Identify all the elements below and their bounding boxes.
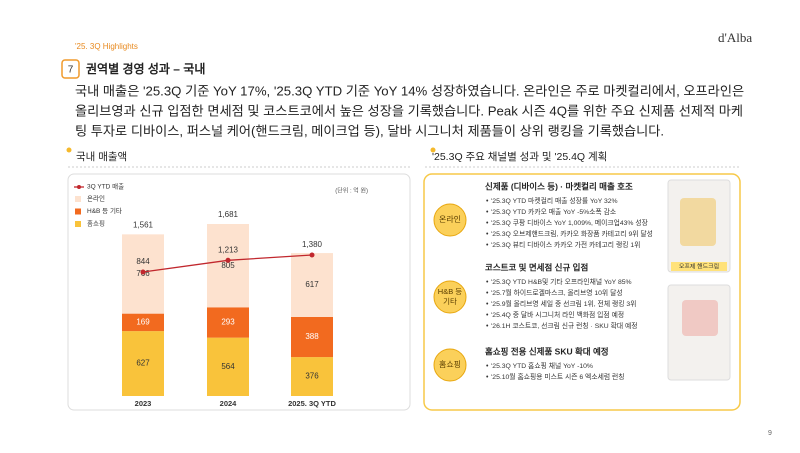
bar-segment (291, 253, 333, 317)
channel-heading: 홈쇼핑 전용 신제품 SKU 확대 예정 (485, 346, 609, 356)
bar-segment (291, 316, 333, 358)
section-label: '25. 3Q Highlights (75, 42, 138, 51)
legend-label: H&B 등 기타 (87, 206, 122, 215)
bar-segment (122, 331, 164, 396)
body-line: 국내 매출은 '25.3Q 기준 YoY 17%, '25.3Q YTD 기준 … (75, 83, 744, 98)
dot (430, 147, 436, 153)
bar-segment (291, 357, 333, 396)
legend-label: 3Q YTD 매출 (87, 182, 124, 191)
total-label: 1,561 (133, 220, 154, 229)
bar-label: 627 (136, 359, 150, 368)
line-label: 1,380 (302, 240, 323, 249)
bar-segment (207, 224, 249, 308)
dot (66, 147, 72, 153)
body-line: 팅 투자로 디바이스, 퍼스널 케어(핸드크림, 메이크업 등), 달바 시그니… (75, 123, 664, 138)
line-point (140, 269, 146, 275)
channel-heading: 코스트코 및 면세점 신규 입점 (485, 262, 588, 272)
bar-label: 293 (221, 318, 235, 327)
x-tick-label: 2023 (135, 399, 152, 408)
bullet-dot: • (486, 323, 489, 330)
bullet-dot: • (486, 279, 489, 286)
bullet: '25.9월 올리브영 세일 중 선크림 1위, 전체 랭킹 3위 (491, 299, 636, 308)
legend-marker (77, 185, 81, 189)
product-image (680, 198, 716, 246)
bullet: '25.3Q YTD 홈쇼핑 채널 YoY -10% (491, 361, 593, 370)
badge (433, 280, 467, 314)
x-tick-label: 2024 (220, 399, 238, 408)
legend-label: 홈쇼핑 (87, 219, 105, 228)
bullet: '25.7월 하이드로겔마스크, 올리브영 10위 달성 (491, 288, 623, 297)
image-caption: 오프제 핸드크림 (679, 263, 719, 271)
badge (433, 203, 467, 237)
number: 7 (68, 65, 74, 76)
bar-segment (122, 313, 164, 332)
bullet-dot: • (486, 312, 489, 319)
bar-segment (207, 337, 249, 396)
bullet-dot: • (486, 209, 489, 216)
bullet-dot: • (486, 198, 489, 205)
caption-bg (671, 262, 727, 271)
bullet-dot: • (486, 374, 489, 381)
x-tick-label: 2025. 3Q YTD (288, 399, 336, 408)
unit-label: (단위 : 억 원) (335, 187, 368, 195)
body-line: 올리브영과 신규 입점한 면세점 및 코스트코에서 높은 성장을 기록했습니다.… (75, 103, 743, 118)
bullet: '25.10월 홈쇼핑용 미스트 시즌 6 엑소세럼 런칭 (491, 372, 624, 381)
bar-label: 376 (305, 372, 319, 381)
legend-swatch (75, 208, 81, 215)
badge-label: 온라인 (439, 214, 461, 224)
line-point (225, 257, 231, 263)
badge-label: 홈쇼핑 (439, 359, 461, 369)
bullet-dot: • (486, 363, 489, 370)
bullet: '25.3Q YTD 카카오 매출 YoY -5%소폭 감소 (491, 207, 616, 216)
bullet: '25.3Q 오브제핸드크림, 카카오 화장품 카테고리 9위 달성 (491, 229, 653, 238)
page-number: 9 (768, 430, 772, 437)
bullet: '25.4Q 중 달바 시그니처 라인 백화점 입점 예정 (491, 310, 624, 319)
bar-label: 617 (305, 280, 319, 289)
bullet-dot: • (486, 301, 489, 308)
title: 권역별 경영 성과 – 국내 (86, 61, 205, 76)
left-title: 국내 매출액 (76, 151, 127, 163)
legend-label: 온라인 (87, 194, 105, 203)
logo: d'Alba (718, 30, 752, 45)
bar-label: 169 (136, 317, 150, 326)
bullet-dot: • (486, 231, 489, 238)
bullet-dot: • (486, 290, 489, 297)
bullet: '26.1H 코스트코, 선크림 신규 런칭 · SKU 확대 예정 (491, 321, 637, 330)
line-label: 844 (136, 257, 150, 266)
bullet: '25.3Q 뷰티 디바이스 카카오 가전 카테고리 랭킹 1위 (491, 240, 640, 249)
bar-segment (207, 307, 249, 338)
total-label: 1,681 (218, 210, 239, 219)
legend-swatch (75, 221, 81, 227)
number-box (61, 59, 80, 79)
line-point (309, 252, 315, 258)
bullet: '25.3Q 쿠팡 디바이스 YoY 1,009%, 메이크업43% 성장 (491, 218, 648, 227)
bullet: '25.3Q YTD H&B및 기타 오프라인채널 YoY 85% (491, 277, 632, 286)
bullet-dot: • (486, 242, 489, 249)
channel-box (423, 173, 741, 411)
bullet: '25.3Q YTD 마켓컬리 매출 성장률 YoY 32% (491, 196, 618, 205)
line-label: 1,213 (218, 245, 239, 254)
badge-label: H&B 등 기타 (438, 287, 463, 306)
legend-swatch (75, 196, 81, 202)
channel-heading: 신제품 (디바이스 등) · 마켓컬리 매출 호조 (485, 181, 633, 191)
bar-label: 564 (221, 362, 235, 371)
bar-label: 805 (221, 261, 235, 270)
bar-label: 388 (305, 332, 319, 341)
right-title: '25.3Q 주요 채널별 성과 및 '25.4Q 계획 (432, 151, 607, 163)
badge (433, 348, 467, 382)
product-image (682, 300, 718, 336)
bullet-dot: • (486, 220, 489, 227)
